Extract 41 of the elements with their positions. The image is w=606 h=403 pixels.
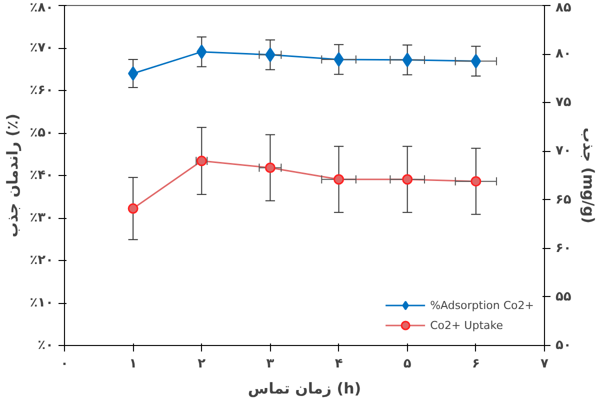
legend-label: Co2+ Uptake — [430, 318, 504, 332]
x-tick-label: ۱ — [129, 356, 138, 372]
point — [470, 54, 482, 68]
point — [334, 52, 344, 67]
y-tick-label: ٪۲۰ — [30, 253, 54, 268]
point — [264, 162, 276, 173]
point — [470, 176, 482, 187]
y-tick-label: ٪۸۰ — [30, 0, 54, 16]
x-tick-label: ۵ — [403, 356, 412, 372]
point — [265, 48, 276, 62]
x-tick-label: ۴ — [334, 356, 343, 372]
point — [402, 52, 412, 68]
x-axis-title: زمان تماس (h) — [248, 380, 362, 398]
point — [128, 66, 138, 81]
y-tick-label: ٪۴۰ — [30, 168, 54, 183]
y2-axis-title: جذب (mg/g) — [579, 127, 598, 224]
point — [196, 44, 207, 60]
y2-tick-label: ۷۵ — [556, 95, 572, 110]
y-tick-label: ٪۵۰ — [30, 126, 54, 140]
y2-tick-label: ۸۵ — [556, 0, 572, 16]
y-axis-title: راندمان جذب (٪) — [4, 114, 22, 238]
x-tick-label: ۲ — [198, 356, 206, 372]
x-tick-label: ۳ — [266, 356, 274, 372]
y-tick-label: ٪۶۰ — [30, 83, 54, 98]
legend-label: %Adsorption Co2+ — [430, 298, 534, 312]
y2-tick-label: ۵۵ — [556, 289, 572, 304]
y2-tick-label: ۶۰ — [556, 240, 572, 256]
y-tick-label: ٪۱۰ — [30, 296, 54, 310]
y2-tick-label: ۷۰ — [556, 144, 572, 159]
y-tick-label: ٪۰ — [38, 338, 54, 353]
y-tick-label: ٪۷۰ — [30, 40, 54, 56]
y-tick-label: ٪۳۰ — [30, 210, 54, 226]
point — [402, 174, 413, 185]
point — [128, 203, 138, 214]
x-tick-label: ۰ — [60, 356, 68, 372]
y2-tick-label: ۵۰ — [556, 338, 572, 353]
x-tick-label: ۶ — [472, 356, 480, 372]
y2-tick-label: ۶۵ — [556, 192, 572, 208]
y2-tick-label: ۸۰ — [556, 46, 572, 62]
x-tick-label: ۷ — [540, 356, 549, 372]
point — [334, 174, 344, 185]
